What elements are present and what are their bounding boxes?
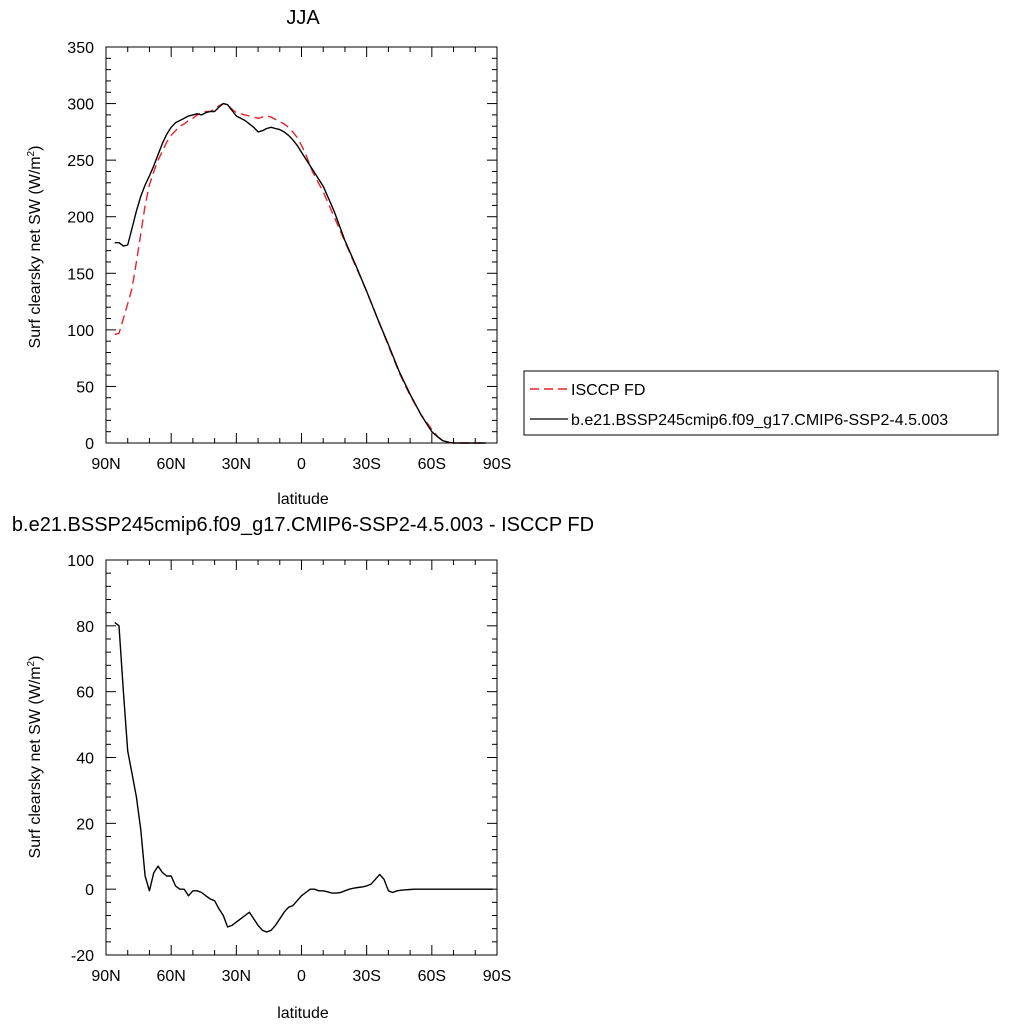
- panel-top-x-ticks: [105, 47, 498, 443]
- panel-bottom-xlabel: latitude: [277, 1005, 329, 1022]
- panel-top-x-tick-label: 30S: [352, 456, 380, 473]
- panel-bottom-y-tick-label: 0: [85, 882, 94, 899]
- panel-bottom-x-tick-label: 90N: [91, 968, 120, 985]
- panel-bottom-x-ticks: [105, 560, 498, 955]
- panel-bottom-y-tick-label: 80: [76, 619, 94, 636]
- panel-top-y-tick-label: 50: [76, 379, 94, 396]
- panel-top-series-line-model: [114, 102, 487, 444]
- panel-bottom-x-tick-label: 30S: [352, 968, 380, 985]
- panel-top-y-tick-label: 250: [67, 153, 94, 170]
- legend: ISCCP FD b.e21.BSSP245cmip6.f09_g17.CMIP…: [523, 370, 999, 436]
- panel-top-x-tick-label: 60N: [156, 456, 185, 473]
- legend-box: [523, 370, 999, 436]
- panel-top-y-tick-label: 100: [67, 323, 94, 340]
- panel-top-y-tick-label: 300: [67, 97, 94, 114]
- panel-top-x-tick-label: 60S: [418, 456, 446, 473]
- panel-bottom-y-tick-label: 40: [76, 751, 94, 768]
- panel-top-y-tick-label: 350: [67, 40, 94, 57]
- panel-top-xlabel: latitude: [277, 491, 329, 508]
- panel-bottom-x-tick-label: 90S: [483, 968, 511, 985]
- panel-top-title: JJA: [286, 7, 320, 29]
- panel-bottom-x-tick-label: 30N: [222, 968, 251, 985]
- panel-bottom-difference: b.e21.BSSP245cmip6.f09_g17.CMIP6-SSP2-4.…: [12, 514, 594, 1022]
- panel-bottom-x-tick-label: 60N: [156, 968, 185, 985]
- panel-top-y-tick-label: 150: [67, 266, 94, 283]
- panel-top-x-tick-label: 30N: [222, 456, 251, 473]
- panel-bottom-y-tick-label: 60: [76, 685, 94, 702]
- panel-top-x-tick-label: 90N: [91, 456, 120, 473]
- legend-label-isccp: ISCCP FD: [571, 382, 645, 399]
- panel-top-x-tick-label: 90S: [483, 456, 511, 473]
- panel-top-y-tick-label: 200: [67, 210, 94, 227]
- panel-top-ylabel: Surf clearsky net SW (W/m2): [26, 146, 44, 349]
- panel-top-jja: JJA latitude Surf clearsky net SW (W/m2)…: [26, 7, 511, 508]
- panel-bottom-x-tick-label: 0: [297, 968, 306, 985]
- panel-bottom-y-tick-label: 100: [67, 553, 94, 570]
- panel-top-series-line-isccp-fd: [114, 102, 487, 444]
- panel-bottom-title: b.e21.BSSP245cmip6.f09_g17.CMIP6-SSP2-4.…: [12, 514, 594, 536]
- panel-bottom-y-ticks: [106, 559, 497, 956]
- panel-top-x-tick-label: 0: [297, 456, 306, 473]
- legend-label-model: b.e21.BSSP245cmip6.f09_g17.CMIP6-SSP2-4.…: [571, 412, 948, 429]
- panel-bottom-ylabel: Surf clearsky net SW (W/m2): [26, 656, 44, 859]
- panel-bottom-y-tick-label: 20: [76, 816, 94, 833]
- panel-top-y-tick-label: 0: [85, 436, 94, 453]
- panel-top-plot-frame: [105, 46, 498, 444]
- panel-bottom-y-tick-label: -20: [71, 948, 94, 965]
- panel-bottom-x-tick-label: 60S: [418, 968, 446, 985]
- panel-top-y-ticks: [106, 46, 497, 444]
- panel-bottom-series-line-model: [114, 621, 493, 933]
